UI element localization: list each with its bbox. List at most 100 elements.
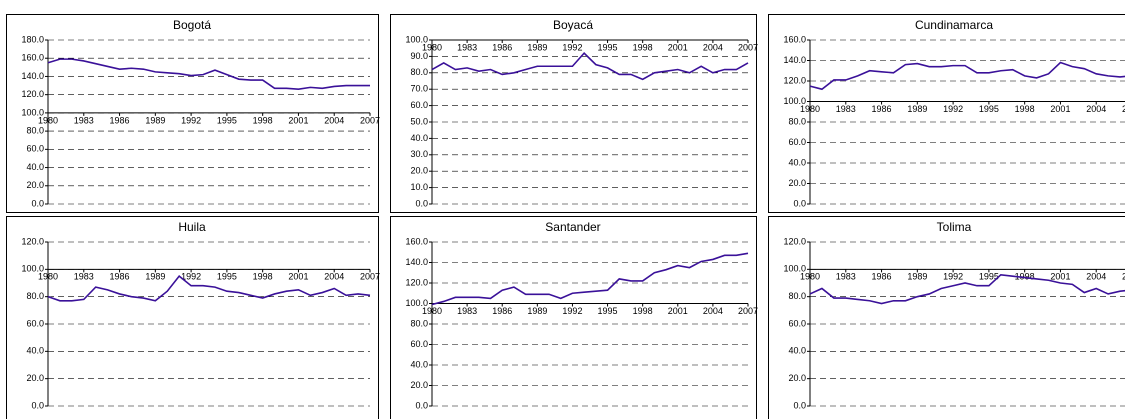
x-tick-label: 2007	[360, 272, 380, 282]
y-tick-label: 0.0	[415, 198, 428, 208]
y-tick-label: 40.0	[410, 359, 428, 369]
x-tick-label: 1980	[800, 104, 820, 114]
x-tick-label: 1980	[38, 115, 58, 125]
y-tick-label: 0.0	[793, 198, 806, 208]
x-tick-label: 2001	[1050, 272, 1070, 282]
x-tick-label: 1995	[979, 272, 999, 282]
x-tick-label: 2007	[738, 306, 758, 316]
x-tick-label: 1980	[422, 306, 442, 316]
data-line	[431, 252, 749, 306]
y-tick-label: 50.0	[410, 116, 428, 126]
x-tick-label: 1995	[979, 104, 999, 114]
y-tick-label: 60.0	[410, 100, 428, 110]
x-tick-label: 2001	[1050, 104, 1070, 114]
x-tick-label: 1983	[457, 306, 477, 316]
y-tick-label: 40.0	[26, 162, 44, 172]
y-tick-label: 120.0	[783, 236, 806, 246]
x-tick-label: 1989	[145, 272, 165, 282]
x-tick-label: 1986	[872, 104, 892, 114]
x-tick-label: 1986	[492, 42, 512, 52]
x-tick-label: 1992	[943, 104, 963, 114]
y-tick-label: 60.0	[26, 144, 44, 154]
x-tick-label: 2004	[703, 306, 723, 316]
y-tick-label: 40.0	[26, 346, 44, 356]
x-tick-label: 1992	[181, 115, 201, 125]
y-tick-label: 80.0	[410, 318, 428, 328]
x-tick-label: 2001	[668, 42, 688, 52]
x-tick-label: 1992	[943, 272, 963, 282]
data-line	[809, 273, 1125, 305]
y-tick-label: 70.0	[410, 84, 428, 94]
x-tick-label: 1998	[1015, 104, 1035, 114]
chart-title: Santander	[545, 220, 600, 234]
y-tick-label: 140.0	[21, 71, 44, 81]
y-tick-label: 140.0	[405, 257, 428, 267]
y-tick-label: 0.0	[31, 400, 44, 410]
y-tick-label: 30.0	[410, 149, 428, 159]
x-tick-label: 2001	[288, 272, 308, 282]
x-tick-label: 1986	[872, 272, 892, 282]
y-tick-label: 20.0	[410, 166, 428, 176]
panel-border	[390, 216, 757, 419]
y-tick-label: 100.0	[21, 264, 44, 274]
x-tick-label: 1992	[562, 42, 582, 52]
y-tick-label: 60.0	[788, 318, 806, 328]
x-tick-label: 1989	[527, 306, 547, 316]
x-tick-label: 1989	[907, 272, 927, 282]
y-tick-label: 10.0	[410, 182, 428, 192]
x-tick-label: 1983	[457, 42, 477, 52]
chart-title: Tolima	[937, 220, 972, 234]
panel-border	[6, 14, 379, 213]
y-tick-label: 0.0	[793, 400, 806, 410]
x-tick-label: 2001	[288, 115, 308, 125]
x-tick-label: 1989	[907, 104, 927, 114]
data-line	[431, 51, 749, 81]
x-tick-label: 1980	[800, 272, 820, 282]
x-tick-label: 2004	[1086, 104, 1106, 114]
data-line	[809, 61, 1125, 91]
x-tick-label: 2007	[1122, 104, 1125, 114]
chart-title: Cundinamarca	[915, 18, 993, 32]
y-tick-label: 160.0	[21, 53, 44, 63]
y-tick-label: 20.0	[26, 373, 44, 383]
y-tick-label: 140.0	[783, 55, 806, 65]
x-tick-label: 1989	[527, 42, 547, 52]
x-tick-label: 1983	[836, 104, 856, 114]
y-tick-label: 120.0	[405, 277, 428, 287]
y-tick-label: 160.0	[405, 236, 428, 246]
x-tick-label: 1992	[562, 306, 582, 316]
y-tick-label: 80.0	[26, 291, 44, 301]
y-tick-label: 40.0	[788, 346, 806, 356]
x-tick-label: 2007	[1122, 272, 1125, 282]
y-tick-label: 20.0	[410, 380, 428, 390]
y-tick-label: 180.0	[21, 34, 44, 44]
y-tick-label: 100.0	[405, 298, 428, 308]
x-tick-label: 2004	[324, 115, 344, 125]
x-tick-label: 1998	[633, 42, 653, 52]
y-tick-label: 100.0	[405, 34, 428, 44]
x-tick-label: 2004	[324, 272, 344, 282]
x-tick-label: 1995	[598, 306, 618, 316]
x-tick-label: 1995	[217, 115, 237, 125]
x-tick-label: 1983	[836, 272, 856, 282]
x-tick-label: 1995	[217, 272, 237, 282]
panel-border	[768, 216, 1125, 419]
y-tick-label: 0.0	[415, 400, 428, 410]
y-tick-label: 80.0	[788, 291, 806, 301]
y-tick-label: 80.0	[410, 67, 428, 77]
y-tick-label: 120.0	[21, 236, 44, 246]
y-tick-label: 40.0	[410, 133, 428, 143]
x-tick-label: 1998	[633, 306, 653, 316]
data-line	[47, 275, 371, 302]
y-tick-label: 60.0	[788, 137, 806, 147]
y-tick-label: 80.0	[26, 125, 44, 135]
x-tick-label: 2001	[668, 306, 688, 316]
x-tick-label: 2007	[360, 115, 380, 125]
y-tick-label: 160.0	[783, 34, 806, 44]
y-tick-label: 40.0	[788, 157, 806, 167]
y-tick-label: 100.0	[783, 96, 806, 106]
x-tick-label: 1998	[1015, 272, 1035, 282]
y-tick-label: 60.0	[26, 318, 44, 328]
x-tick-label: 1983	[74, 272, 94, 282]
